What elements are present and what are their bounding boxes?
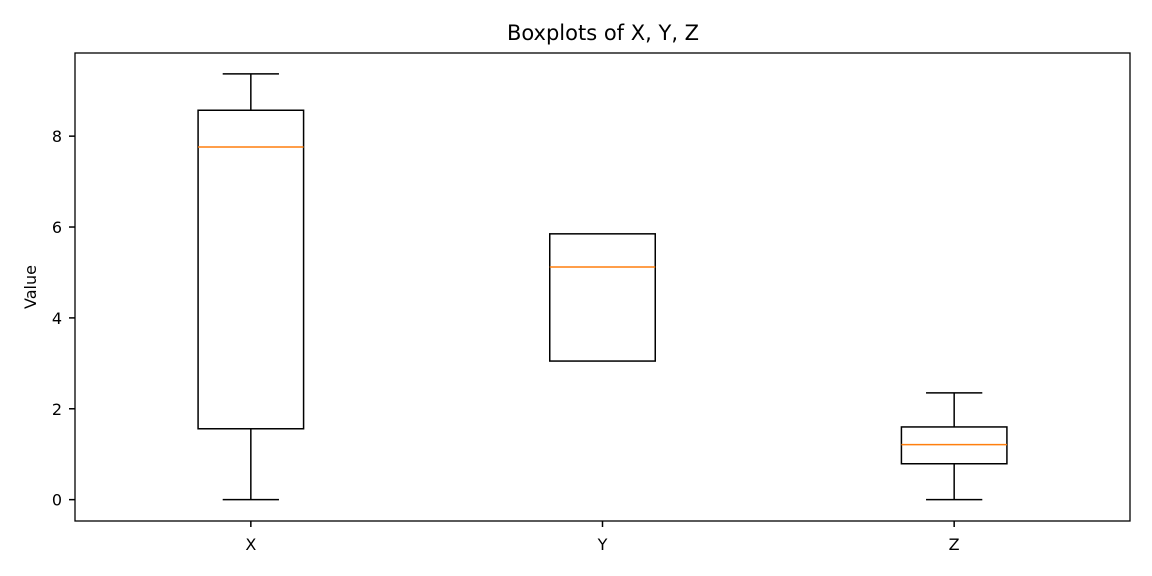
y-tick-label: 2 bbox=[52, 400, 62, 419]
y-tick-label: 4 bbox=[52, 309, 62, 328]
x-tick-label: Y bbox=[597, 535, 608, 554]
y-tick-label: 0 bbox=[52, 491, 62, 510]
box-x bbox=[197, 109, 305, 430]
y-axis-label: Value bbox=[21, 265, 40, 309]
chart-title: Boxplots of X, Y, Z bbox=[507, 21, 699, 45]
plot-marks: 0 2 4 6 8 X Y Z bbox=[52, 73, 1008, 554]
x-tick-label: X bbox=[245, 535, 256, 554]
y-tick-label: 8 bbox=[52, 127, 62, 146]
y-tick-label: 6 bbox=[52, 218, 62, 237]
x-tick-label: Z bbox=[949, 535, 960, 554]
box-y bbox=[549, 233, 656, 362]
plot-area-frame bbox=[74, 52, 1131, 522]
